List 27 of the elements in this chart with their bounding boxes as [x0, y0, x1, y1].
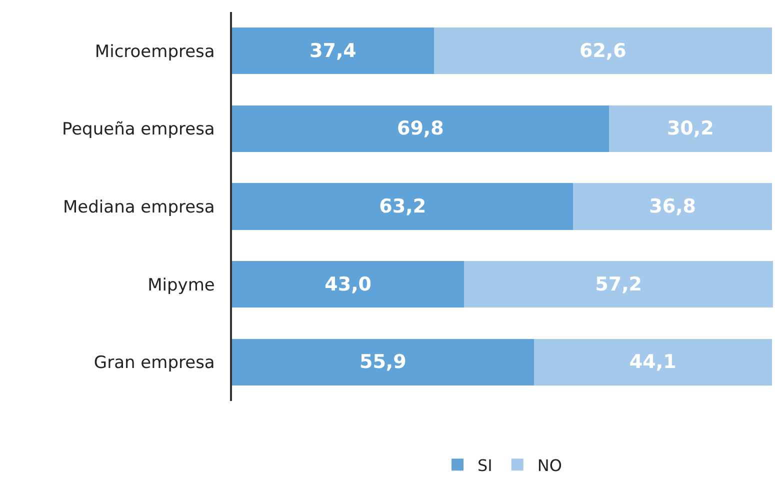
data-label: 62,6 — [579, 40, 626, 62]
y-tick-label: Mediana empresa — [63, 197, 215, 218]
data-label: 30,2 — [666, 118, 714, 140]
data-label: 36,8 — [649, 196, 696, 218]
data-label: 57,2 — [595, 273, 642, 296]
bar — [232, 28, 434, 74]
data-label: 63,2 — [379, 196, 426, 218]
bar — [232, 105, 609, 152]
y-tick-label: Gran empresa — [94, 353, 215, 374]
y-tick-label: Pequeña empresa — [62, 120, 215, 140]
y-tick-label: Mipyme — [148, 275, 215, 296]
legend-label: SI — [478, 456, 492, 475]
bar — [434, 28, 772, 74]
y-tick-label: Microempresa — [94, 42, 215, 62]
bar — [573, 183, 772, 230]
data-label: 69,8 — [396, 118, 444, 140]
data-label: 37,4 — [310, 40, 356, 62]
data-label: 43,0 — [324, 273, 372, 296]
legend-label: NO — [537, 456, 562, 475]
bar — [534, 338, 772, 386]
data-label: 44,1 — [629, 351, 676, 374]
bar — [232, 260, 464, 308]
data-label: 55,9 — [359, 351, 406, 374]
bar — [464, 260, 773, 308]
bar — [232, 338, 534, 386]
bar — [232, 183, 574, 230]
bar — [608, 105, 772, 152]
